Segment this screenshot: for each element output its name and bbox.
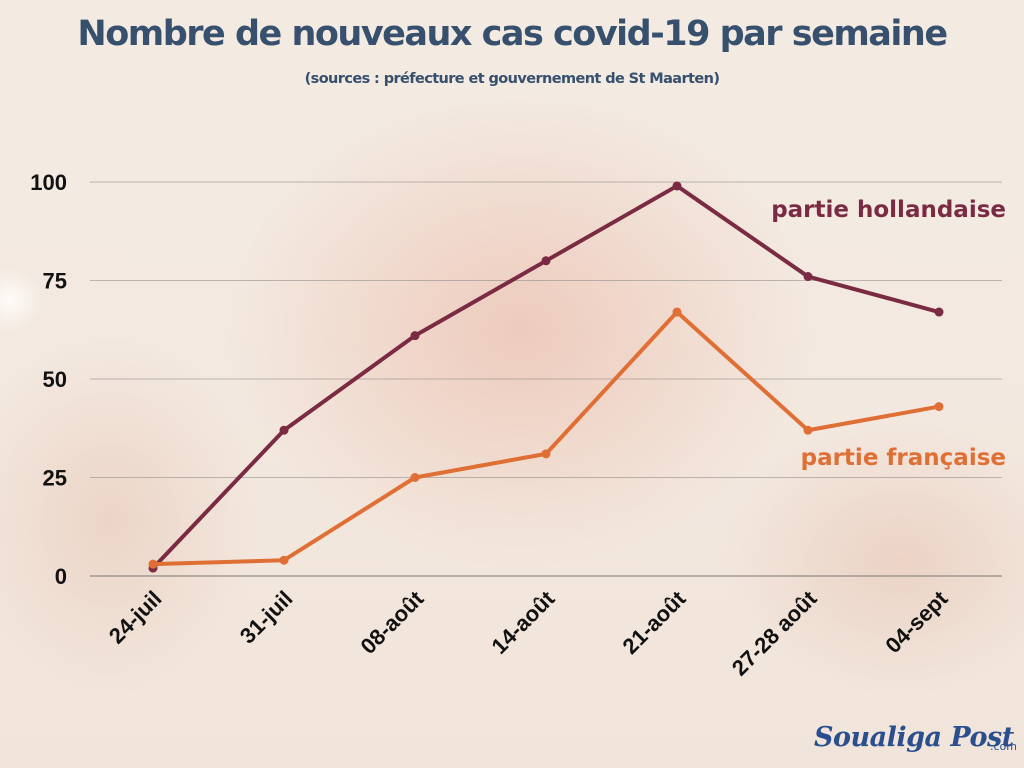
data-point — [803, 425, 813, 435]
x-tick-label: 08-août — [356, 585, 429, 658]
x-tick-label: 14-août — [487, 585, 560, 658]
chart-title: Nombre de nouveaux cas covid-19 par sema… — [77, 14, 948, 54]
data-point — [148, 559, 158, 569]
data-point — [934, 402, 944, 412]
y-tick-label: 75 — [43, 269, 67, 294]
series-lines — [148, 181, 944, 573]
x-tick-label: 31-juil — [235, 586, 298, 649]
series-labels: partie hollandaise partie française — [771, 197, 1006, 471]
x-tick-label: 24-juil — [104, 586, 167, 649]
y-tick-label: 50 — [43, 367, 67, 392]
data-point — [279, 555, 289, 565]
series-line — [151, 310, 941, 567]
series-label: partie française — [801, 445, 1006, 471]
data-point — [672, 181, 682, 191]
chart-subtitle: (sources : préfecture et gouvernement de… — [304, 71, 720, 87]
data-point — [410, 473, 420, 482]
series-label: partie hollandaise — [771, 197, 1006, 223]
data-point — [410, 331, 420, 341]
y-tick-label: 0 — [55, 564, 67, 589]
data-point — [279, 425, 289, 435]
logo-suffix: .com — [990, 740, 1017, 753]
data-point — [672, 307, 682, 317]
data-point — [541, 256, 551, 266]
y-tick-label: 100 — [30, 170, 67, 195]
x-axis-ticks: 24-juil 31-juil 08-août 14-août 21-août 27-28… — [104, 585, 953, 680]
x-tick-label: 04-sept — [880, 585, 953, 658]
y-axis-ticks: 0 25 50 75 100 — [30, 170, 67, 589]
data-point — [803, 272, 813, 282]
gridlines — [90, 181, 1002, 577]
data-point — [934, 307, 944, 317]
series-line — [151, 183, 941, 571]
soualiga-post-logo: Soualiga Post — [814, 722, 1014, 753]
x-tick-label: 21-août — [618, 585, 691, 658]
x-tick-label: 27-28 août — [727, 585, 822, 680]
data-point — [541, 449, 551, 459]
y-tick-label: 25 — [43, 466, 67, 491]
